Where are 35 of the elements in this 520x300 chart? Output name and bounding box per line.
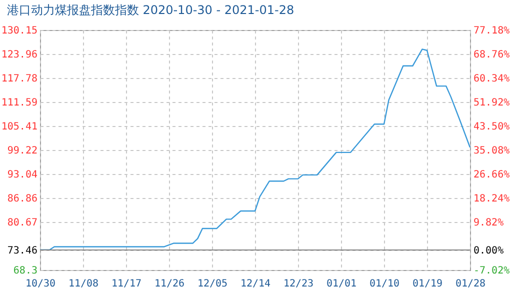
y2-tick-label: 68.76%	[474, 50, 510, 60]
x-tick-label: 10/30	[25, 278, 56, 290]
y2-tick-label: 26.66%	[474, 170, 510, 180]
y2-tick-label: 77.18%	[474, 26, 510, 36]
y2-tick-label: 51.92%	[474, 98, 510, 108]
y-tick-label: 99.22	[7, 146, 38, 157]
y-tick-label: 123.96	[1, 50, 38, 61]
x-tick-label: 01/10	[369, 278, 400, 290]
y-tick-label: 105.41	[1, 122, 38, 132]
y-tick-label: 117.78	[1, 74, 38, 84]
x-tick-label: 01/01	[326, 278, 357, 290]
x-tick-label: 12/14	[240, 278, 271, 290]
y-tick-label: 73.46	[7, 245, 38, 256]
x-tick-label: 01/28	[455, 278, 486, 290]
chart-title: 港口动力煤报盘指数指数 2020-10-30 - 2021-01-28	[6, 3, 294, 17]
x-tick-label: 11/26	[154, 278, 185, 290]
y-tick-label: 130.15	[1, 26, 38, 36]
line-series	[39, 48, 471, 250]
y2-tick-label: 18.24%	[474, 194, 510, 204]
y-tick-label: 80.67	[7, 218, 38, 228]
x-tick-label: 11/08	[68, 278, 99, 290]
y-tick-label: 93.04	[7, 170, 38, 180]
y-tick-label: 111.59	[1, 98, 38, 109]
y2-tick-label: 60.34%	[474, 74, 510, 84]
y2-tick-label: -7.02%	[474, 266, 510, 276]
x-tick-label: 12/05	[197, 278, 228, 290]
y-tick-label: 68.3	[13, 266, 38, 276]
x-tick-label: 11/17	[111, 278, 142, 290]
x-tick-label: 01/19	[412, 278, 443, 290]
y2-tick-label: 43.50%	[474, 122, 510, 132]
y-tick-label: 86.86	[7, 193, 38, 204]
x-tick-label: 12/23	[283, 278, 314, 290]
y2-tick-label: 9.82%	[474, 218, 504, 228]
y2-tick-label: 0.00%	[474, 245, 504, 256]
y2-tick-label: 35.08%	[474, 146, 510, 156]
